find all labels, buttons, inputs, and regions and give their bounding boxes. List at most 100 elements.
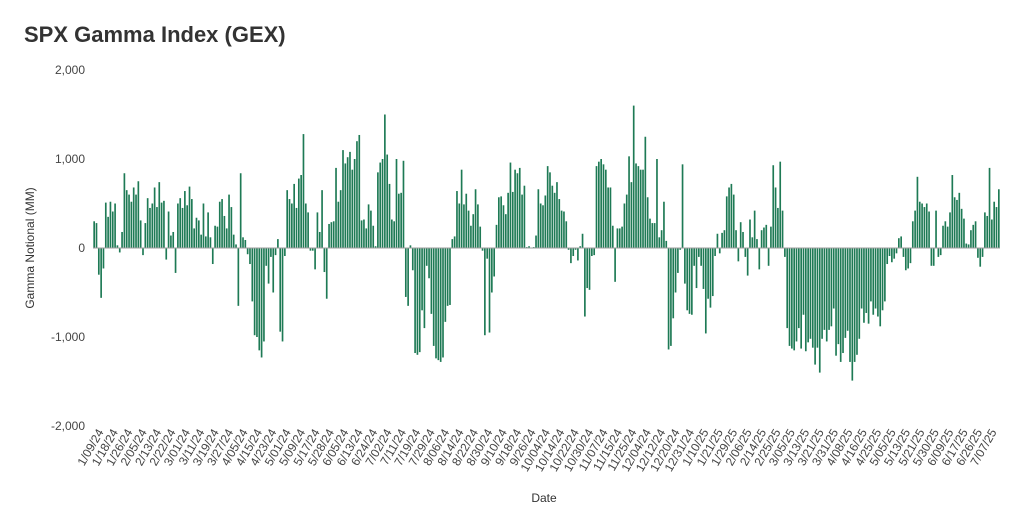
gex-bar bbox=[528, 246, 530, 248]
gex-bar bbox=[581, 233, 584, 248]
gex-bar bbox=[556, 182, 558, 248]
gex-bar bbox=[511, 191, 514, 248]
gex-bar bbox=[449, 248, 451, 305]
gex-bar bbox=[474, 189, 477, 248]
gex-bar bbox=[488, 248, 491, 333]
gex-bar bbox=[828, 248, 830, 330]
gex-bar bbox=[342, 150, 344, 248]
gex-bar bbox=[977, 248, 979, 258]
gex-bar bbox=[104, 202, 107, 248]
gex-bar bbox=[767, 248, 770, 266]
gex-bar bbox=[491, 248, 493, 293]
gex-bar bbox=[386, 154, 389, 248]
gex-bar bbox=[395, 159, 398, 248]
gex-bar bbox=[418, 248, 421, 353]
gex-bar bbox=[97, 248, 100, 275]
gex-bar bbox=[628, 156, 630, 248]
gex-bar bbox=[707, 248, 709, 299]
gex-bar bbox=[944, 221, 947, 248]
gex-bar bbox=[823, 248, 826, 330]
gex-bar bbox=[202, 203, 205, 248]
gex-bar bbox=[374, 246, 377, 248]
gex-bar bbox=[100, 248, 102, 298]
gex-bar bbox=[693, 248, 696, 266]
gex-bar bbox=[584, 248, 586, 317]
gex-bar bbox=[804, 248, 807, 352]
gex-bar bbox=[172, 231, 175, 248]
gex-bar bbox=[237, 248, 240, 306]
gex-bar bbox=[484, 248, 486, 336]
gex-bar bbox=[509, 162, 512, 248]
gex-bar bbox=[793, 248, 796, 351]
gex-bar bbox=[986, 215, 989, 248]
gex-bar bbox=[179, 198, 182, 248]
gex-bar bbox=[177, 203, 179, 248]
gex-bar bbox=[349, 151, 351, 248]
gex-bar bbox=[916, 176, 919, 248]
gex-bar bbox=[725, 196, 728, 248]
gex-bar bbox=[616, 228, 619, 248]
gex-bar bbox=[356, 141, 358, 248]
gex-bar bbox=[328, 223, 330, 248]
gex-bar bbox=[114, 203, 116, 248]
gex-bar bbox=[132, 187, 135, 248]
gex-bar bbox=[593, 248, 596, 256]
gex-bar bbox=[621, 226, 623, 248]
gex-bar bbox=[998, 189, 1000, 248]
gex-bar bbox=[379, 162, 382, 248]
gex-bar bbox=[939, 248, 942, 256]
gex-bar bbox=[607, 187, 609, 248]
gex-bar bbox=[479, 226, 482, 248]
gex-bar bbox=[165, 248, 168, 260]
gex-bar bbox=[535, 235, 537, 248]
gex-bar bbox=[709, 248, 712, 308]
gex-bar bbox=[579, 246, 582, 248]
gex-bar bbox=[316, 212, 319, 248]
gex-bar bbox=[384, 114, 386, 248]
gex-bar bbox=[644, 136, 647, 248]
gex-bar bbox=[884, 248, 886, 302]
gex-bar bbox=[137, 181, 140, 248]
gex-bar bbox=[214, 225, 216, 248]
gex-bar bbox=[139, 220, 142, 248]
y-tick-label: -1,000 bbox=[51, 330, 85, 344]
gex-bar bbox=[558, 199, 561, 248]
gex-bar bbox=[323, 248, 326, 273]
gex-bar bbox=[302, 134, 305, 248]
gex-bar bbox=[807, 248, 809, 343]
gex-bar bbox=[188, 186, 191, 248]
gex-bar bbox=[956, 199, 958, 248]
gex-bar bbox=[688, 248, 691, 314]
gex-bar bbox=[167, 211, 170, 248]
gex-bar bbox=[295, 207, 298, 248]
gex-bar bbox=[318, 231, 321, 248]
gex-bar bbox=[272, 248, 275, 293]
gex-bar bbox=[874, 248, 877, 309]
gex-bar bbox=[358, 134, 361, 248]
gex-bar bbox=[153, 187, 156, 248]
gex-bar bbox=[928, 211, 930, 248]
gex-bar bbox=[400, 192, 402, 248]
gex-bar bbox=[274, 248, 277, 256]
gex-bar bbox=[853, 248, 856, 362]
gex-bar bbox=[842, 248, 844, 354]
gex-bar bbox=[797, 248, 800, 329]
gex-bar bbox=[93, 221, 95, 248]
gex-bar bbox=[216, 226, 219, 248]
gex-bar bbox=[297, 178, 300, 248]
gex-bar bbox=[437, 248, 440, 361]
gex-bar bbox=[600, 159, 602, 248]
gex-bar bbox=[830, 248, 833, 327]
gex-bar bbox=[909, 248, 912, 264]
gex-bar bbox=[891, 248, 893, 263]
gex-bar bbox=[721, 232, 723, 248]
gex-bar bbox=[965, 243, 968, 248]
gex-bar bbox=[367, 204, 370, 248]
gex-bar bbox=[718, 248, 721, 254]
gex-bar bbox=[604, 169, 607, 248]
gex-bar bbox=[923, 207, 926, 248]
gex-bar bbox=[800, 248, 802, 349]
gex-bar bbox=[307, 212, 309, 248]
gex-bar bbox=[898, 238, 900, 248]
